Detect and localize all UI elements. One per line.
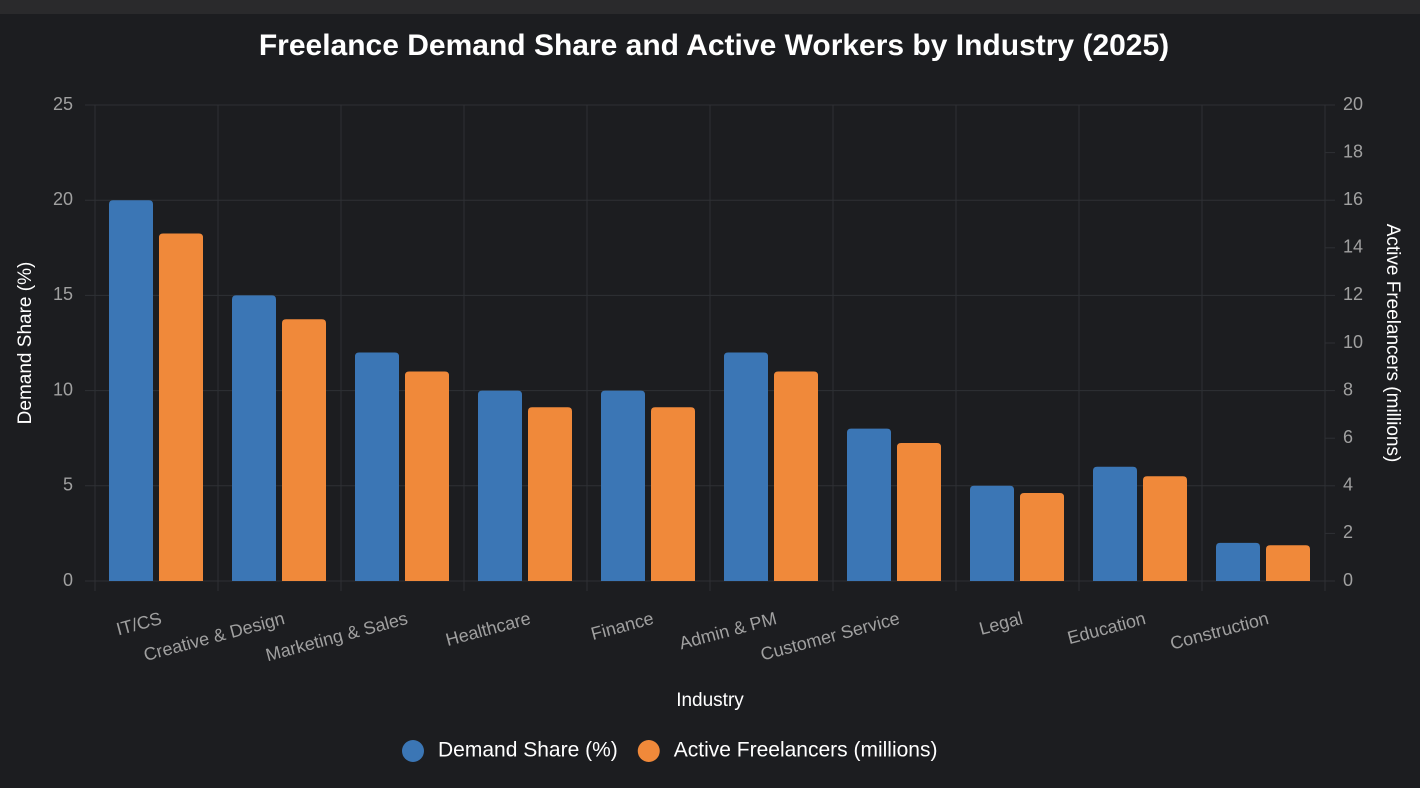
top-strip xyxy=(0,0,1420,14)
bar xyxy=(897,442,941,581)
bar xyxy=(528,407,572,581)
bar xyxy=(282,319,326,581)
bar xyxy=(1143,476,1187,581)
bar xyxy=(601,390,645,581)
bar xyxy=(478,390,522,581)
y2-tick-label: 10 xyxy=(1343,332,1363,352)
bar xyxy=(724,352,768,581)
y2-tick-label: 6 xyxy=(1343,427,1353,447)
bar xyxy=(1266,545,1310,581)
y-tick-label: 10 xyxy=(53,379,73,399)
bar xyxy=(774,371,818,581)
legend-label: Active Freelancers (millions) xyxy=(674,739,938,762)
legend-label: Demand Share (%) xyxy=(438,739,618,762)
y2-tick-label: 16 xyxy=(1343,189,1363,209)
bar xyxy=(1093,466,1137,581)
bar xyxy=(355,352,399,581)
legend-swatch xyxy=(402,740,424,762)
chart-title: Freelance Demand Share and Active Worker… xyxy=(259,29,1169,62)
y2-tick-label: 18 xyxy=(1343,141,1363,161)
bar xyxy=(847,428,891,581)
bar xyxy=(109,200,153,581)
y-tick-label: 5 xyxy=(63,475,73,495)
y-tick-label: 0 xyxy=(63,570,73,590)
bar xyxy=(651,407,695,581)
x-axis-title: Industry xyxy=(676,690,744,711)
y-axis-title: Demand Share (%) xyxy=(15,262,36,425)
y2-tick-label: 2 xyxy=(1343,522,1353,542)
bar xyxy=(1216,542,1260,581)
y2-tick-label: 12 xyxy=(1343,284,1363,304)
y-tick-label: 20 xyxy=(53,189,73,209)
bar xyxy=(970,485,1014,581)
y2-tick-label: 14 xyxy=(1343,237,1363,257)
y2-tick-label: 8 xyxy=(1343,379,1353,399)
y2-axis-title: Active Freelancers (millions) xyxy=(1382,224,1403,463)
y-tick-label: 25 xyxy=(53,94,73,114)
y2-tick-label: 20 xyxy=(1343,94,1363,114)
bar xyxy=(232,295,276,581)
legend-swatch xyxy=(637,740,660,762)
y2-tick-label: 4 xyxy=(1343,475,1353,495)
bar xyxy=(1020,492,1064,581)
bar xyxy=(405,371,449,581)
y2-tick-label: 0 xyxy=(1343,570,1353,590)
bar xyxy=(159,233,203,581)
y-tick-label: 15 xyxy=(53,284,73,304)
